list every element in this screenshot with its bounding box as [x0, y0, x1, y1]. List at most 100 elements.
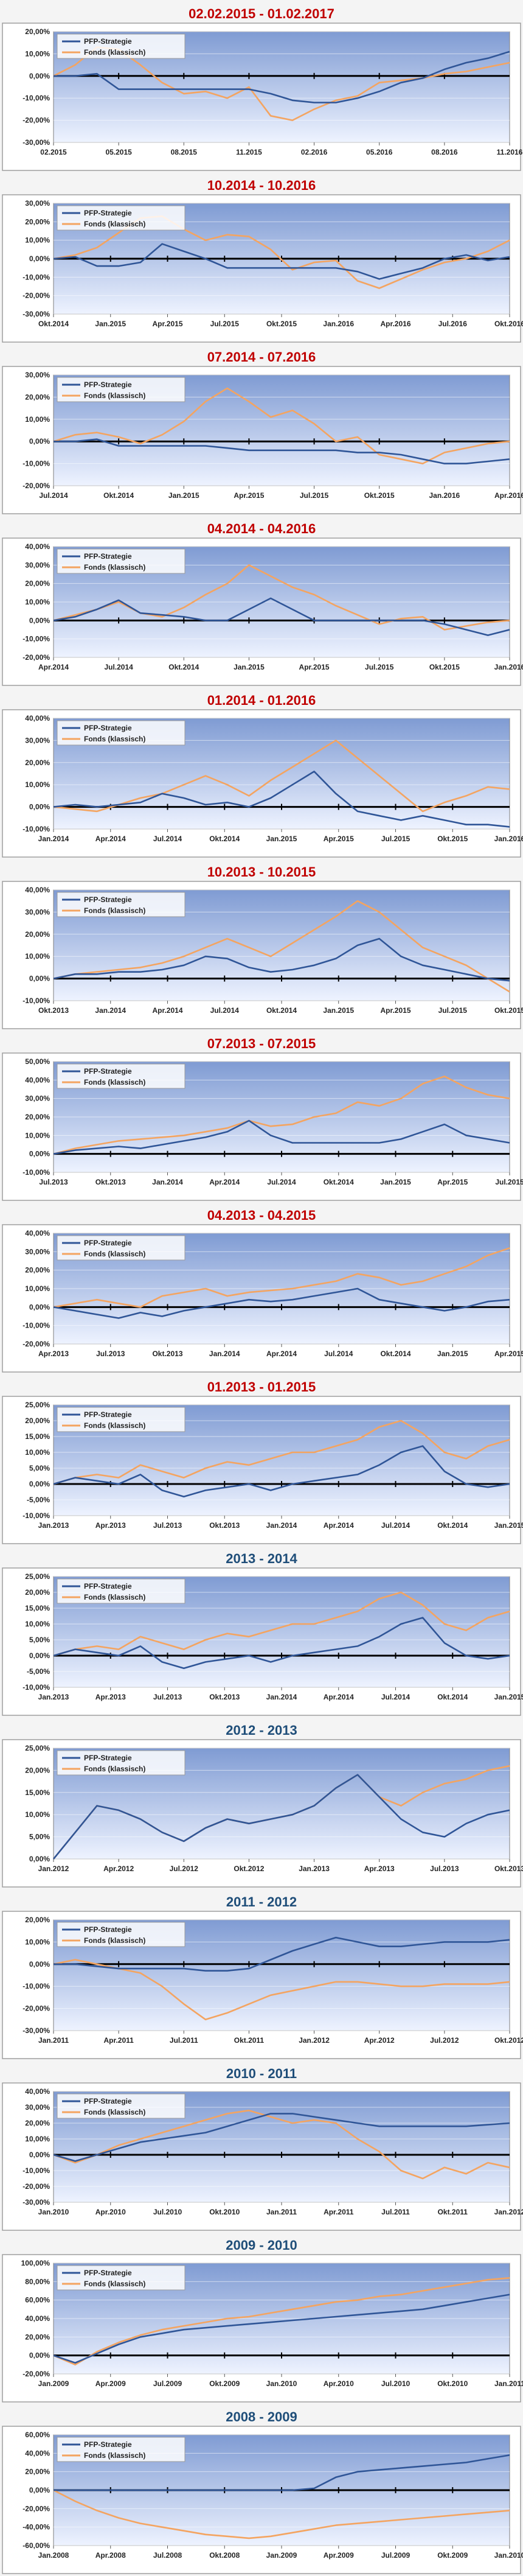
y-tick-label: 0,00% [29, 2151, 50, 2159]
x-tick-label: Jan.2010 [266, 2379, 297, 2388]
chart-title: 2010 - 2011 [226, 2066, 297, 2081]
x-tick-label: Jul.2014 [39, 491, 68, 500]
y-tick-label: 15,00% [25, 1788, 50, 1797]
y-tick-label: 20,00% [25, 217, 50, 226]
y-tick-label: 100,00% [21, 2259, 50, 2267]
x-tick-label: Jan.2010 [38, 2208, 69, 2216]
series-line-pfp-strategie [53, 1119, 510, 1155]
legend-label-fonds: Fonds (klassisch) [84, 906, 145, 915]
x-tick-label: Okt.2014 [103, 491, 134, 500]
y-tick-label: 60,00% [25, 2431, 50, 2439]
series-line-fonds-klassisch [53, 387, 510, 464]
chart-panel: 2011 - 2012 20,00% 10,00% 0,00% -10,00% -20,0… [0, 1891, 523, 2061]
x-tick-label: 05.2015 [105, 148, 132, 156]
y-tick-label: -10,00% [23, 996, 50, 1005]
legend-label-pfp: PFP-Strategie [84, 2097, 132, 2105]
x-tick-label: Apr.2013 [38, 1349, 69, 1358]
legend: PFP-Strategie Fonds (klassisch) [57, 1407, 185, 1432]
chart-title: 04.2014 - 04.2016 [207, 521, 316, 536]
y-tick-label: 60,00% [25, 2296, 50, 2305]
y-tick-label: 10,00% [25, 952, 50, 961]
series-line-pfp-strategie [54, 2454, 510, 2491]
x-tick-label: Jan.2015 [168, 491, 199, 500]
chart-title: 07.2013 - 07.2015 [207, 1036, 316, 1051]
x-tick-label: Okt.2013 [95, 1178, 126, 1186]
y-tick-label: 40,00% [25, 1076, 50, 1084]
x-tick-label: Jan.2011 [38, 2036, 69, 2045]
y-tick-label: -10,00% [23, 1982, 50, 1990]
x-tick-label: Jul.2011 [381, 2208, 410, 2216]
chart-title: 2011 - 2012 [226, 1894, 297, 1909]
y-tick-label: 20,00% [25, 2333, 50, 2341]
y-tick-label: 0,00% [29, 1150, 50, 1158]
legend-label-fonds: Fonds (klassisch) [84, 220, 145, 228]
y-tick-label: -10,00% [23, 1168, 50, 1177]
x-tick-label: Jan.2015 [494, 1693, 523, 1701]
x-tick-label: Jan.2015 [494, 1521, 523, 1530]
x-tick-label: Jul.2012 [430, 2036, 459, 2045]
y-tick-label: -20,00% [23, 653, 50, 662]
chart-svg: 25,00% 20,00% 15,00% 10,00% 5,00% 0,00% -5,00%… [2, 1396, 523, 1544]
y-tick-label: -40,00% [23, 2523, 50, 2532]
legend: PFP-Strategie Fonds (klassisch) [57, 2437, 185, 2462]
x-tick-label: Apr.2012 [364, 2036, 395, 2045]
x-tick-label: Jan.2016 [429, 491, 460, 500]
y-tick-label: 0,00% [29, 2486, 50, 2494]
y-tick-label: 0,00% [29, 1960, 50, 1969]
x-tick-label: Jan.2011 [494, 2379, 523, 2388]
x-tick-label: Jan.2012 [494, 2208, 523, 2216]
legend: PFP-Strategie Fonds (klassisch) [57, 548, 185, 574]
legend-label-pfp: PFP-Strategie [84, 1239, 132, 1247]
x-tick-label: Apr.2010 [95, 2208, 126, 2216]
legend: PFP-Strategie Fonds (klassisch) [57, 2265, 185, 2291]
series-line-fonds-klassisch [53, 900, 510, 993]
y-tick-label: -5,00% [27, 1496, 50, 1504]
legend: PFP-Strategie Fonds (klassisch) [57, 1750, 185, 1776]
x-tick-label: Okt.2015 [494, 1006, 523, 1015]
x-tick-label: Jan.2015 [266, 835, 297, 843]
x-tick-label: Jul.2014 [104, 663, 133, 671]
chart-title: 2013 - 2014 [226, 1551, 297, 1566]
x-tick-label: Jan.2015 [437, 1349, 468, 1358]
y-tick-label: -20,00% [23, 2004, 50, 2013]
x-tick-label: Jan.2009 [38, 2379, 69, 2388]
chart-svg: 30,00%20,00%10,00%0,00%-10,00%-20,00%Jul… [2, 366, 523, 514]
y-tick-label: -30,00% [23, 2198, 50, 2207]
series-line-pfp-strategie [53, 1445, 510, 1498]
chart-svg: 40,00%30,00%20,00%10,00%0,00%-10,00%Okt.… [2, 881, 523, 1029]
x-tick-label: Jul.2011 [170, 2036, 198, 2045]
legend-label-pfp: PFP-Strategie [84, 1067, 132, 1076]
legend-box [57, 377, 185, 402]
x-tick-label: Apr.2015 [152, 320, 182, 328]
legend: PFP-Strategie Fonds (klassisch) [57, 720, 185, 746]
y-tick-label: 5,00% [29, 1464, 50, 1472]
x-tick-label: Jul.2012 [170, 1864, 199, 1873]
chart-panel: 2012 - 2013 25,00% 20,00% 15,00% 10,00% 5,00%… [0, 1719, 523, 1889]
y-tick-label: 20,00% [25, 1766, 50, 1774]
x-tick-label: Apr.2016 [494, 491, 523, 500]
series-line-pfp-strategie [53, 1287, 510, 1319]
chart-panel: 2009 - 2010 100,00% 80,00% 60,00% 40,00% 20,0… [0, 2234, 523, 2404]
x-tick-label: Okt.2015 [266, 320, 297, 328]
legend-box [57, 1235, 185, 1261]
y-tick-label: 40,00% [25, 2314, 50, 2323]
x-tick-label: Okt.2011 [234, 2036, 265, 2045]
legend-label-pfp: PFP-Strategie [84, 1925, 132, 1934]
chart-title: 2008 - 2009 [226, 2409, 297, 2424]
y-tick-label: 50,00% [25, 1057, 50, 1066]
y-tick-label: 40,00% [25, 2449, 50, 2457]
legend-label-pfp: PFP-Strategie [84, 895, 132, 904]
x-tick-label: Apr.2009 [95, 2379, 126, 2388]
y-tick-label: 10,00% [25, 1937, 50, 1946]
y-tick-label: 20,00% [25, 27, 50, 36]
y-tick-label: 0,00% [29, 1480, 50, 1488]
x-tick-label: 08.2015 [171, 148, 198, 156]
y-tick-label: 15,00% [25, 1604, 50, 1612]
x-tick-label: Jul.2009 [153, 2379, 182, 2388]
y-tick-label: 10,00% [25, 49, 50, 58]
x-tick-label: Apr.2011 [103, 2036, 134, 2045]
x-tick-label: Jul.2015 [365, 663, 394, 671]
y-tick-label: -30,00% [23, 2026, 50, 2035]
legend: PFP-Strategie Fonds (klassisch) [57, 1063, 185, 1089]
y-tick-label: 10,00% [25, 1284, 50, 1293]
